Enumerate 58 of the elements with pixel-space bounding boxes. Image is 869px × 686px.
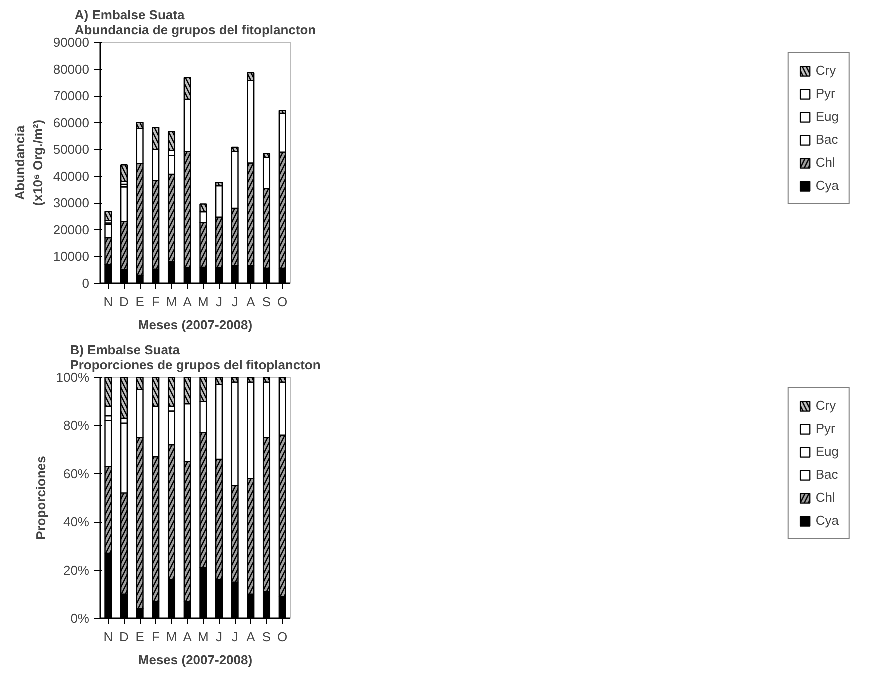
y-tick-label: 0	[82, 276, 90, 291]
x-tick-label: F	[152, 630, 160, 644]
legend-label: Eug	[816, 109, 839, 124]
x-tick-label: O	[278, 630, 288, 644]
x-axis-title: Meses (2007-2008)	[138, 318, 253, 332]
x-tick-label: F	[152, 294, 160, 310]
legend-label: Cya	[816, 513, 839, 528]
y-axis-title: Abundancia (x10⁶ Org./m²)	[12, 120, 46, 206]
legend-label: Eug	[816, 444, 839, 459]
legend-label: Cry	[816, 63, 836, 78]
y-tick-label: 0%	[70, 611, 90, 626]
x-tick-label: J	[216, 294, 222, 310]
y-tick-label: 60%	[63, 466, 90, 482]
legend-label: Pyr	[816, 86, 836, 101]
y-axis-title: Proporciones	[33, 456, 48, 540]
x-tick-label: A	[246, 630, 256, 644]
x-tick-label: A	[183, 630, 192, 644]
x-tick-label: M	[166, 294, 178, 310]
y-tick-label: 60000	[53, 115, 90, 130]
x-tick-label: D	[120, 294, 129, 310]
x-tick-label: N	[104, 294, 114, 310]
legend-label: Cry	[816, 398, 836, 413]
y-tick-label: 40%	[63, 514, 90, 530]
y-tick-label: 40000	[53, 168, 90, 184]
x-tick-label: E	[136, 630, 145, 644]
y-tick-label: 20000	[53, 222, 90, 238]
y-tick-label: 70000	[53, 88, 90, 104]
x-tick-label: J	[232, 630, 238, 644]
x-axis-title: Meses (2007-2008)	[138, 652, 253, 668]
legend-label: Pyr	[816, 421, 836, 436]
y-tick-label: 30000	[53, 196, 90, 211]
x-tick-label: A	[246, 294, 256, 310]
x-tick-label: S	[262, 294, 272, 310]
y-tick-label: 90000	[53, 35, 90, 50]
chart-title: A) Embalse Suata Abundancia de grupos del fitoplancton	[74, 8, 316, 38]
legend-label: Bac	[816, 132, 838, 147]
y-tick-label: 10000	[53, 249, 90, 264]
x-tick-label: O	[278, 294, 288, 310]
x-tick-label: J	[232, 294, 238, 310]
x-tick-label: E	[136, 294, 145, 310]
y-tick-label: 50000	[53, 142, 90, 158]
x-tick-label: N	[104, 630, 114, 644]
x-tick-label: S	[262, 630, 272, 644]
y-tick-label: 100%	[56, 370, 90, 385]
x-tick-label: J	[216, 630, 222, 644]
x-tick-label: D	[120, 630, 129, 644]
legend-label: Chl	[816, 490, 836, 505]
y-tick-label: 80%	[63, 418, 90, 434]
x-tick-label: A	[183, 294, 192, 310]
y-tick-label: 80000	[53, 62, 90, 77]
x-tick-label: M	[198, 630, 209, 644]
legend-label: Cya	[816, 178, 839, 193]
x-tick-label: M	[166, 630, 178, 644]
y-tick-label: 20%	[63, 562, 90, 578]
x-tick-label: M	[198, 294, 209, 310]
chart-title: B) Embalse Suata Proporciones de grupos del fitoplancton	[70, 342, 321, 372]
legend-label: Bac	[816, 467, 838, 482]
legend-label: Chl	[816, 155, 836, 170]
